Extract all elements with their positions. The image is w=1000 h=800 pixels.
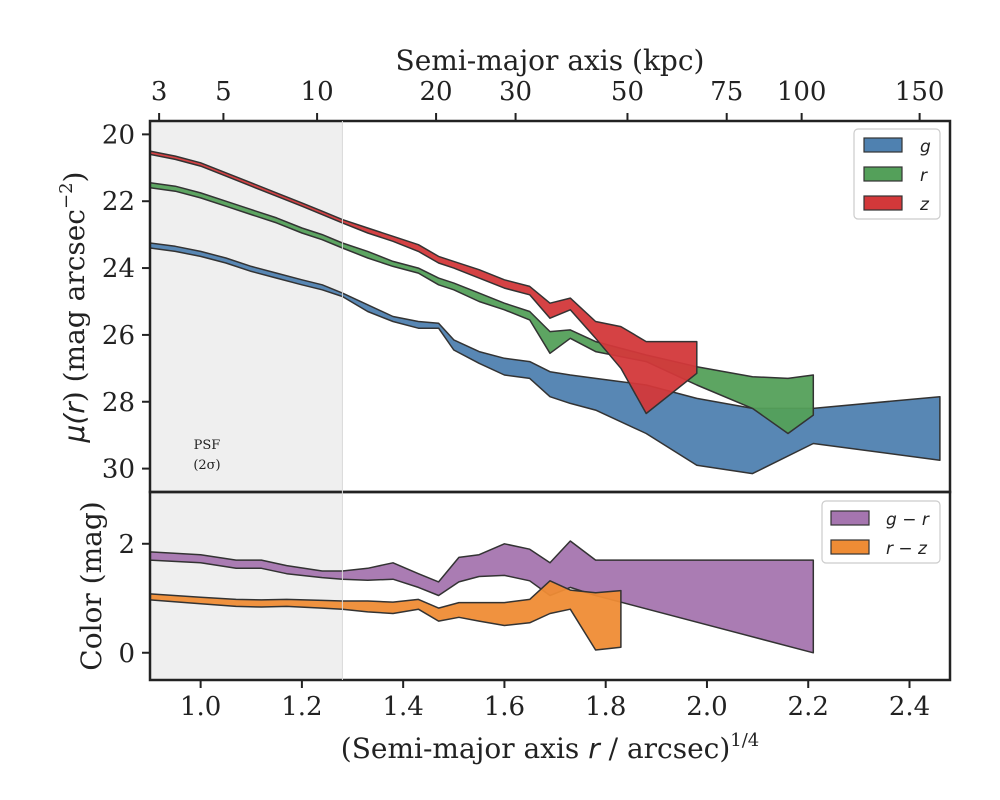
series-band-r-minus-z: [150, 580, 622, 651]
color-y-tick-label: 2: [118, 530, 135, 560]
legend-top: g r z: [853, 128, 941, 220]
top-x-tick-label: 100: [777, 77, 827, 107]
psf-shade-region-color: [150, 492, 343, 680]
top-x-tick-label: 10: [301, 77, 334, 107]
y-tick-label: 30: [102, 455, 135, 485]
x-tick-label: 1.2: [281, 692, 322, 722]
x-tick-label: 2.4: [889, 692, 930, 722]
x-tick-label: 1.0: [180, 692, 221, 722]
legend-label-z: z: [919, 195, 930, 215]
series-band-g-minus-r: [150, 540, 815, 654]
top-x-tick-label: 3: [151, 77, 168, 107]
axis-ticks: 1.0 1.2 1.4 1.6 1.8 2.0 2.2 2.43 5 10 20 30 50 75 100 1…: [102, 77, 945, 722]
top-x-tick-label: 50: [611, 77, 644, 107]
series-band-r: [150, 182, 815, 435]
y-tick-label: 20: [102, 120, 135, 150]
x-tick-label: 1.6: [484, 692, 525, 722]
x-tick-label: 1.8: [585, 692, 626, 722]
legend-swatch-r-minus-z: [830, 539, 870, 555]
legend-label-g: g: [920, 137, 931, 157]
series-band-g: [150, 242, 941, 475]
psf-sigma-label: (2σ): [193, 458, 220, 473]
top-axis-title: Semi-major axis (kpc): [396, 44, 705, 77]
x-tick-label: 1.4: [382, 692, 423, 722]
color-y-tick-label: 0: [118, 639, 135, 669]
bottom-panel-frame: [148, 490, 952, 682]
legend-label-r-minus-z: r − z: [886, 539, 928, 559]
top-panel-ylabel: μ(r) (mag arcsec−2): [56, 172, 91, 444]
top-x-tick-label: 20: [420, 77, 453, 107]
surface-brightness-bands: [150, 150, 941, 475]
x-tick-label: 2.2: [788, 692, 829, 722]
psf-shade-region: [150, 121, 343, 492]
color-bands: [150, 540, 815, 654]
legend-swatch-g: [863, 137, 903, 153]
legend-label-r: r: [920, 166, 928, 186]
legend-bottom: g − r r − z: [821, 500, 941, 564]
legend-swatch-r: [863, 166, 903, 182]
psf-label: PSF: [194, 438, 221, 453]
bottom-axis-title: (Semi-major axis r / arcsec)1/4: [341, 730, 759, 765]
legend-label-g-minus-r: g − r: [886, 510, 930, 530]
series-band-z: [150, 150, 698, 415]
y-tick-label: 24: [102, 254, 135, 284]
y-tick-label: 28: [102, 388, 135, 418]
bottom-panel-ylabel: Color (mag): [75, 501, 108, 670]
top-x-tick-label: 150: [895, 77, 945, 107]
y-tick-label: 22: [102, 187, 135, 217]
x-tick-label: 2.0: [686, 692, 727, 722]
top-x-tick-label: 30: [499, 77, 532, 107]
y-tick-label: 26: [102, 321, 135, 351]
top-x-tick-label: 5: [215, 77, 232, 107]
top-x-tick-label: 75: [710, 77, 743, 107]
legend-swatch-g-minus-r: [830, 510, 870, 526]
legend-swatch-z: [863, 195, 903, 211]
